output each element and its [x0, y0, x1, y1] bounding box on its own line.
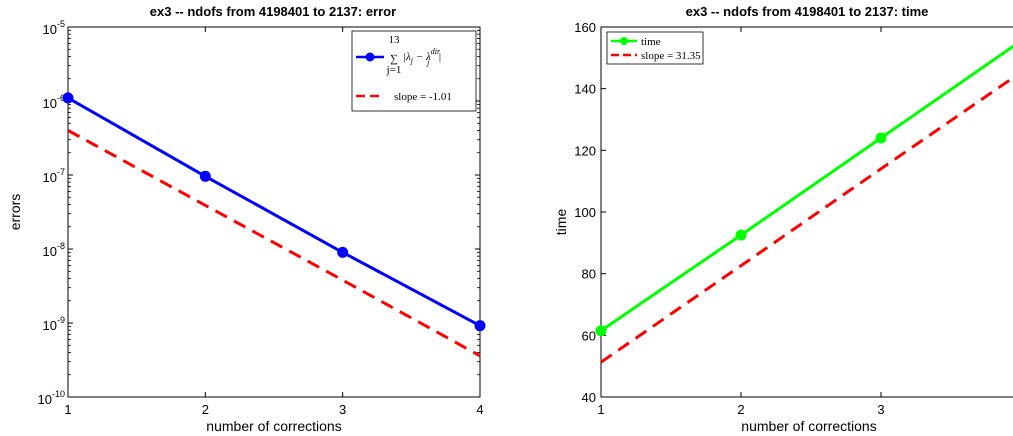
error-series-1-line — [67, 96, 481, 328]
error-series-1-point — [62, 92, 74, 104]
error-legend-sum-bottom: j=1 — [386, 64, 402, 76]
time-series-2-line — [600, 75, 1013, 364]
time-series — [595, 44, 1013, 364]
error-x-tick-label: 1 — [64, 402, 71, 417]
error-series-1-point — [199, 170, 211, 182]
time-series-1-point — [735, 229, 747, 241]
error-y-tick-label: 10-7 — [43, 167, 65, 185]
time-legend: time slope = 31.35 — [606, 31, 704, 65]
error-y-tick-label: 10-8 — [43, 241, 65, 259]
time-chart-title: ex3 -- ndofs from 4198401 to 2137: time — [686, 4, 929, 19]
time-y-tick-label: 140 — [574, 82, 596, 97]
error-x-axis-label: number of corrections — [206, 418, 341, 434]
time-y-tick-label: 80 — [582, 267, 596, 282]
error-y-tick-label: 10-5 — [43, 19, 65, 37]
time-x-tick-label: 3 — [877, 402, 884, 417]
time-series-1-point — [595, 325, 607, 337]
error-legend-marker-series-1 — [365, 52, 375, 62]
error-series-1-point — [337, 246, 349, 258]
error-y-tick-label: 10-6 — [43, 93, 65, 111]
time-y-tick-label: 40 — [582, 390, 596, 405]
time-legend-marker-series-1 — [620, 37, 628, 45]
error-chart: ex3 -- ndofs from 4198401 to 2137: error… — [7, 4, 486, 434]
error-y-tick-label: 10-9 — [43, 315, 65, 333]
error-legend: 13 ∑ j=1 |λj − λdir j | slope = -1.01 — [351, 30, 477, 112]
error-legend-sum-top: 13 — [389, 34, 401, 46]
time-chart: ex3 -- ndofs from 4198401 to 2137: time … — [553, 4, 1013, 434]
error-x-ticks: 1 2 3 4 — [64, 27, 484, 417]
error-series — [62, 92, 486, 358]
time-y-axis-label: time — [553, 209, 569, 236]
error-x-tick-label: 4 — [476, 402, 483, 417]
error-y-tick-label: 10-10 — [38, 389, 65, 407]
time-plot-area — [600, 26, 1013, 398]
error-chart-title: ex3 -- ndofs from 4198401 to 2137: error — [150, 4, 396, 19]
time-x-axis-label: number of corrections — [741, 418, 876, 434]
error-series-1-point — [474, 320, 486, 332]
error-legend-sum-sign: ∑ — [390, 53, 398, 65]
time-legend-label-series-1: time — [641, 36, 661, 48]
error-y-ticks: 10-10 10-9 10-8 10-7 10-6 10-5 — [38, 19, 480, 407]
time-y-ticks: 40 60 80 100 120 140 160 — [574, 20, 606, 405]
error-legend-box — [351, 30, 477, 112]
time-series-1-line — [600, 44, 1013, 332]
time-x-tick-label: 2 — [737, 402, 744, 417]
error-y-axis-label: errors — [7, 194, 23, 231]
error-x-tick-label: 2 — [202, 402, 209, 417]
time-y-tick-label: 160 — [574, 20, 596, 35]
time-y-tick-label: 60 — [582, 328, 596, 343]
time-x-tick-label: 1 — [597, 402, 604, 417]
error-legend-label-series-2: slope = -1.01 — [394, 91, 452, 103]
error-legend-expr: |λj − λdir j | — [403, 47, 441, 67]
time-y-tick-label: 100 — [574, 205, 596, 220]
time-y-tick-label: 120 — [574, 143, 596, 158]
error-x-tick-label: 3 — [339, 402, 346, 417]
time-legend-label-series-2: slope = 31.35 — [641, 50, 701, 62]
time-series-1-point — [875, 132, 887, 144]
error-series-2-line — [67, 129, 481, 358]
